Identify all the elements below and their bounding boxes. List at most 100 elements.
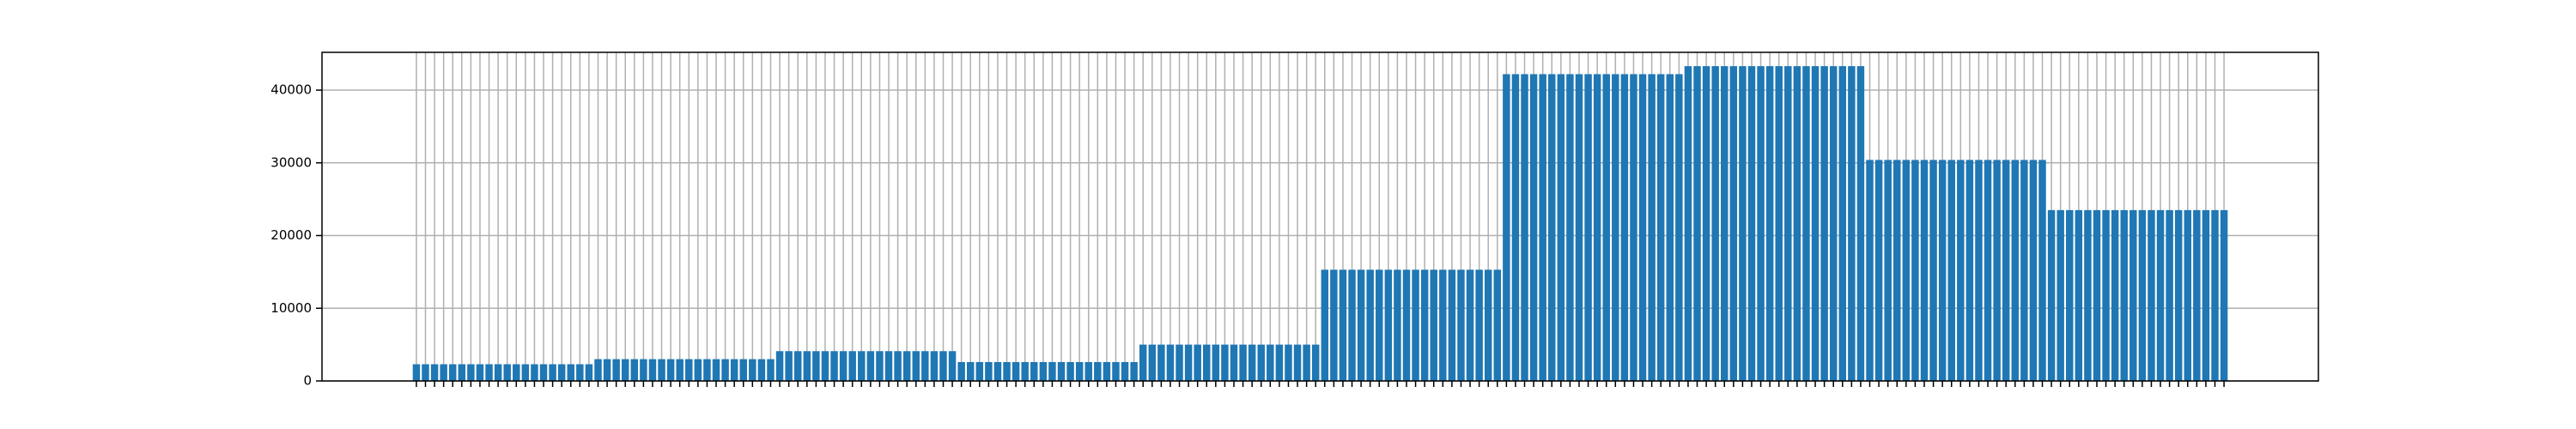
bar xyxy=(1666,74,1674,382)
plot-frame xyxy=(321,51,2319,382)
bar xyxy=(1084,361,1092,381)
bar xyxy=(1030,361,1038,381)
bar xyxy=(1866,160,1874,381)
bar xyxy=(1529,74,1538,382)
bar xyxy=(1412,269,1419,381)
bar xyxy=(1348,269,1356,381)
bar xyxy=(1121,361,1129,381)
bar xyxy=(1339,269,1347,381)
y-tick-label: 0 xyxy=(303,373,312,389)
bar xyxy=(2129,209,2137,381)
bar xyxy=(539,364,548,381)
bar xyxy=(1765,66,1774,382)
bar xyxy=(1466,269,1474,381)
bar xyxy=(1094,361,1102,381)
bar xyxy=(1457,269,1465,381)
bar xyxy=(1493,269,1502,381)
bar xyxy=(1203,344,1211,381)
y-tick-label: 10000 xyxy=(270,300,312,316)
bar xyxy=(1230,344,1238,381)
bar xyxy=(448,364,457,381)
bar xyxy=(485,364,493,381)
bar xyxy=(1656,74,1665,382)
bar xyxy=(1902,160,1911,381)
bar xyxy=(1957,160,1965,381)
bar xyxy=(2184,209,2192,381)
bar xyxy=(1384,269,1393,381)
bar xyxy=(1975,160,1983,381)
bar xyxy=(1511,74,1520,382)
bar xyxy=(884,351,893,381)
bar xyxy=(1802,66,1810,382)
y-tick-label: 40000 xyxy=(270,82,312,98)
bar xyxy=(2166,209,2173,381)
bar xyxy=(685,359,693,381)
bar xyxy=(1157,344,1165,381)
bar xyxy=(803,351,811,381)
bar xyxy=(1684,66,1692,382)
bar xyxy=(2220,209,2228,381)
bar xyxy=(821,351,829,381)
bar xyxy=(2011,160,2020,381)
bar xyxy=(1548,74,1556,382)
bar xyxy=(1539,74,1546,382)
bar xyxy=(975,361,984,381)
bar xyxy=(1884,160,1892,381)
bar xyxy=(1475,269,1483,381)
bar xyxy=(666,359,675,381)
bar xyxy=(467,364,475,381)
bar xyxy=(1893,160,1901,381)
bar xyxy=(576,364,584,381)
bar xyxy=(440,364,447,381)
bar xyxy=(948,351,957,381)
bar xyxy=(1929,160,1937,381)
bar xyxy=(1212,344,1220,381)
bar xyxy=(1838,66,1847,382)
bar xyxy=(2138,209,2147,381)
bar xyxy=(2148,209,2155,381)
bar xyxy=(1521,74,1528,382)
bar xyxy=(494,364,502,381)
bar xyxy=(557,364,566,381)
bar xyxy=(1285,344,1292,381)
bar xyxy=(676,359,683,381)
bar xyxy=(2038,160,2046,381)
bar xyxy=(1638,74,1647,382)
bar xyxy=(1293,344,1302,381)
bar xyxy=(1593,74,1601,382)
bar xyxy=(2174,209,2183,381)
bar xyxy=(1130,361,1138,381)
bar xyxy=(1820,66,1828,382)
bar xyxy=(848,351,856,381)
bar xyxy=(839,351,848,381)
bar xyxy=(866,351,875,381)
bar xyxy=(567,364,574,381)
bar xyxy=(1784,66,1792,382)
bar xyxy=(2111,209,2119,381)
bar xyxy=(2120,209,2128,381)
bar xyxy=(1075,361,1084,381)
bar xyxy=(476,364,484,381)
bar xyxy=(1394,269,1401,381)
bar xyxy=(1775,66,1783,382)
bar xyxy=(1239,344,1247,381)
bar xyxy=(1003,361,1011,381)
bar xyxy=(1811,66,1820,382)
bar xyxy=(1648,74,1656,382)
bar xyxy=(2047,209,2056,381)
bar xyxy=(775,351,784,381)
bar xyxy=(1366,269,1374,381)
bar xyxy=(1420,269,1429,381)
bar xyxy=(521,364,530,381)
bar xyxy=(1194,344,1201,381)
bar xyxy=(1330,269,1338,381)
bar xyxy=(1620,74,1629,382)
bar xyxy=(640,359,647,381)
bar xyxy=(1602,74,1610,382)
bar xyxy=(549,364,556,381)
y-tick-label: 30000 xyxy=(270,154,312,170)
bar xyxy=(902,351,911,381)
bar xyxy=(957,361,965,381)
bar xyxy=(1856,66,1865,382)
bar xyxy=(1166,344,1175,381)
